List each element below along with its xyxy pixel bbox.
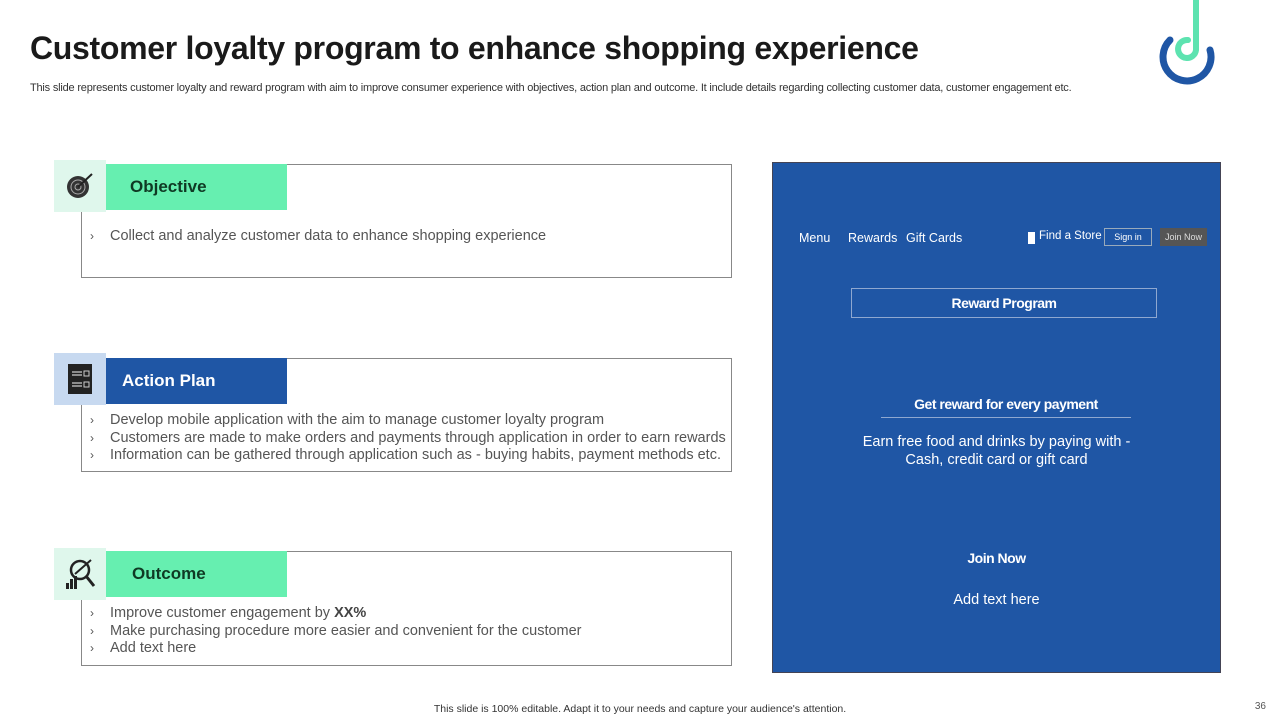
page-number: 36 (1254, 701, 1266, 712)
outcome-header: Outcome (106, 551, 287, 597)
nav-menu[interactable]: Menu (799, 231, 831, 245)
brand-logo-icon (1159, 0, 1215, 85)
slide-subtitle: This slide represents customer loyalty a… (30, 82, 1072, 94)
bullet-text: Collect and analyze customer data to enh… (110, 228, 547, 244)
objective-header: Objective (106, 164, 287, 210)
bullet-text: Customers are made to make orders and pa… (110, 429, 726, 446)
reward-program-title: Reward Program (851, 288, 1157, 318)
action-plan-header: Action Plan (106, 358, 287, 404)
list-item: › Make purchasing procedure more easier a… (90, 622, 582, 639)
sign-in-button[interactable]: Sign in (1104, 228, 1152, 246)
bullet-text: Improve customer engagement by (110, 605, 335, 621)
reward-headline: Get reward for every payment (881, 396, 1131, 418)
list-item: › Information can be gathered through app… (90, 447, 721, 463)
reward-body-line1: Earn free food and drinks by paying with… (862, 434, 1131, 450)
list-item: › Improve customer engagement by XX% (90, 605, 367, 621)
join-now-heading: Join Now (967, 550, 1026, 566)
nav-find-store[interactable]: Find a Store (1039, 230, 1102, 242)
bullet-text: Add text here (110, 640, 197, 656)
nav-rewards[interactable]: Rewards (848, 231, 898, 245)
app-mockup-panel: Menu Rewards Gift Cards Find a Store Sig… (772, 162, 1221, 673)
list-item: › Collect and analyze customer data to en… (90, 228, 547, 244)
outcome-bullets: › Improve customer engagement by XX% › Mak… (90, 605, 582, 658)
action-plan-label: Action Plan (122, 371, 216, 390)
outcome-label: Outcome (132, 564, 206, 583)
footer-note: This slide is 100% editable. Adapt it to… (433, 703, 847, 715)
nav-gift-cards[interactable]: Gift Cards (906, 231, 963, 245)
list-item: › Develop mobile application with the aim… (90, 412, 605, 428)
join-now-button[interactable]: Join Now (1160, 228, 1207, 246)
reward-body-line2: Cash, credit card or gift card (905, 452, 1088, 468)
highlight-value: XX% (334, 605, 367, 621)
target-icon (54, 160, 106, 212)
bullet-text: Make purchasing procedure more easier an… (110, 622, 582, 639)
objective-label: Objective (130, 177, 207, 196)
action-plan-bullets: › Develop mobile application with the aim… (90, 412, 726, 465)
bullet-text: Develop mobile application with the aim … (110, 412, 605, 428)
list-item: › Customers are made to make orders and p… (90, 429, 726, 446)
list-item: › Add text here (90, 640, 197, 656)
join-now-text: Add text here (953, 592, 1040, 608)
slide-title: Customer loyalty program to enhance shop… (30, 30, 919, 66)
store-checkbox-icon[interactable] (1028, 232, 1035, 244)
analytics-search-icon (54, 548, 106, 600)
bullet-text: Information can be gathered through appl… (110, 447, 721, 463)
objective-bullets: › Collect and analyze customer data to en… (90, 228, 546, 246)
checklist-icon (54, 353, 106, 405)
